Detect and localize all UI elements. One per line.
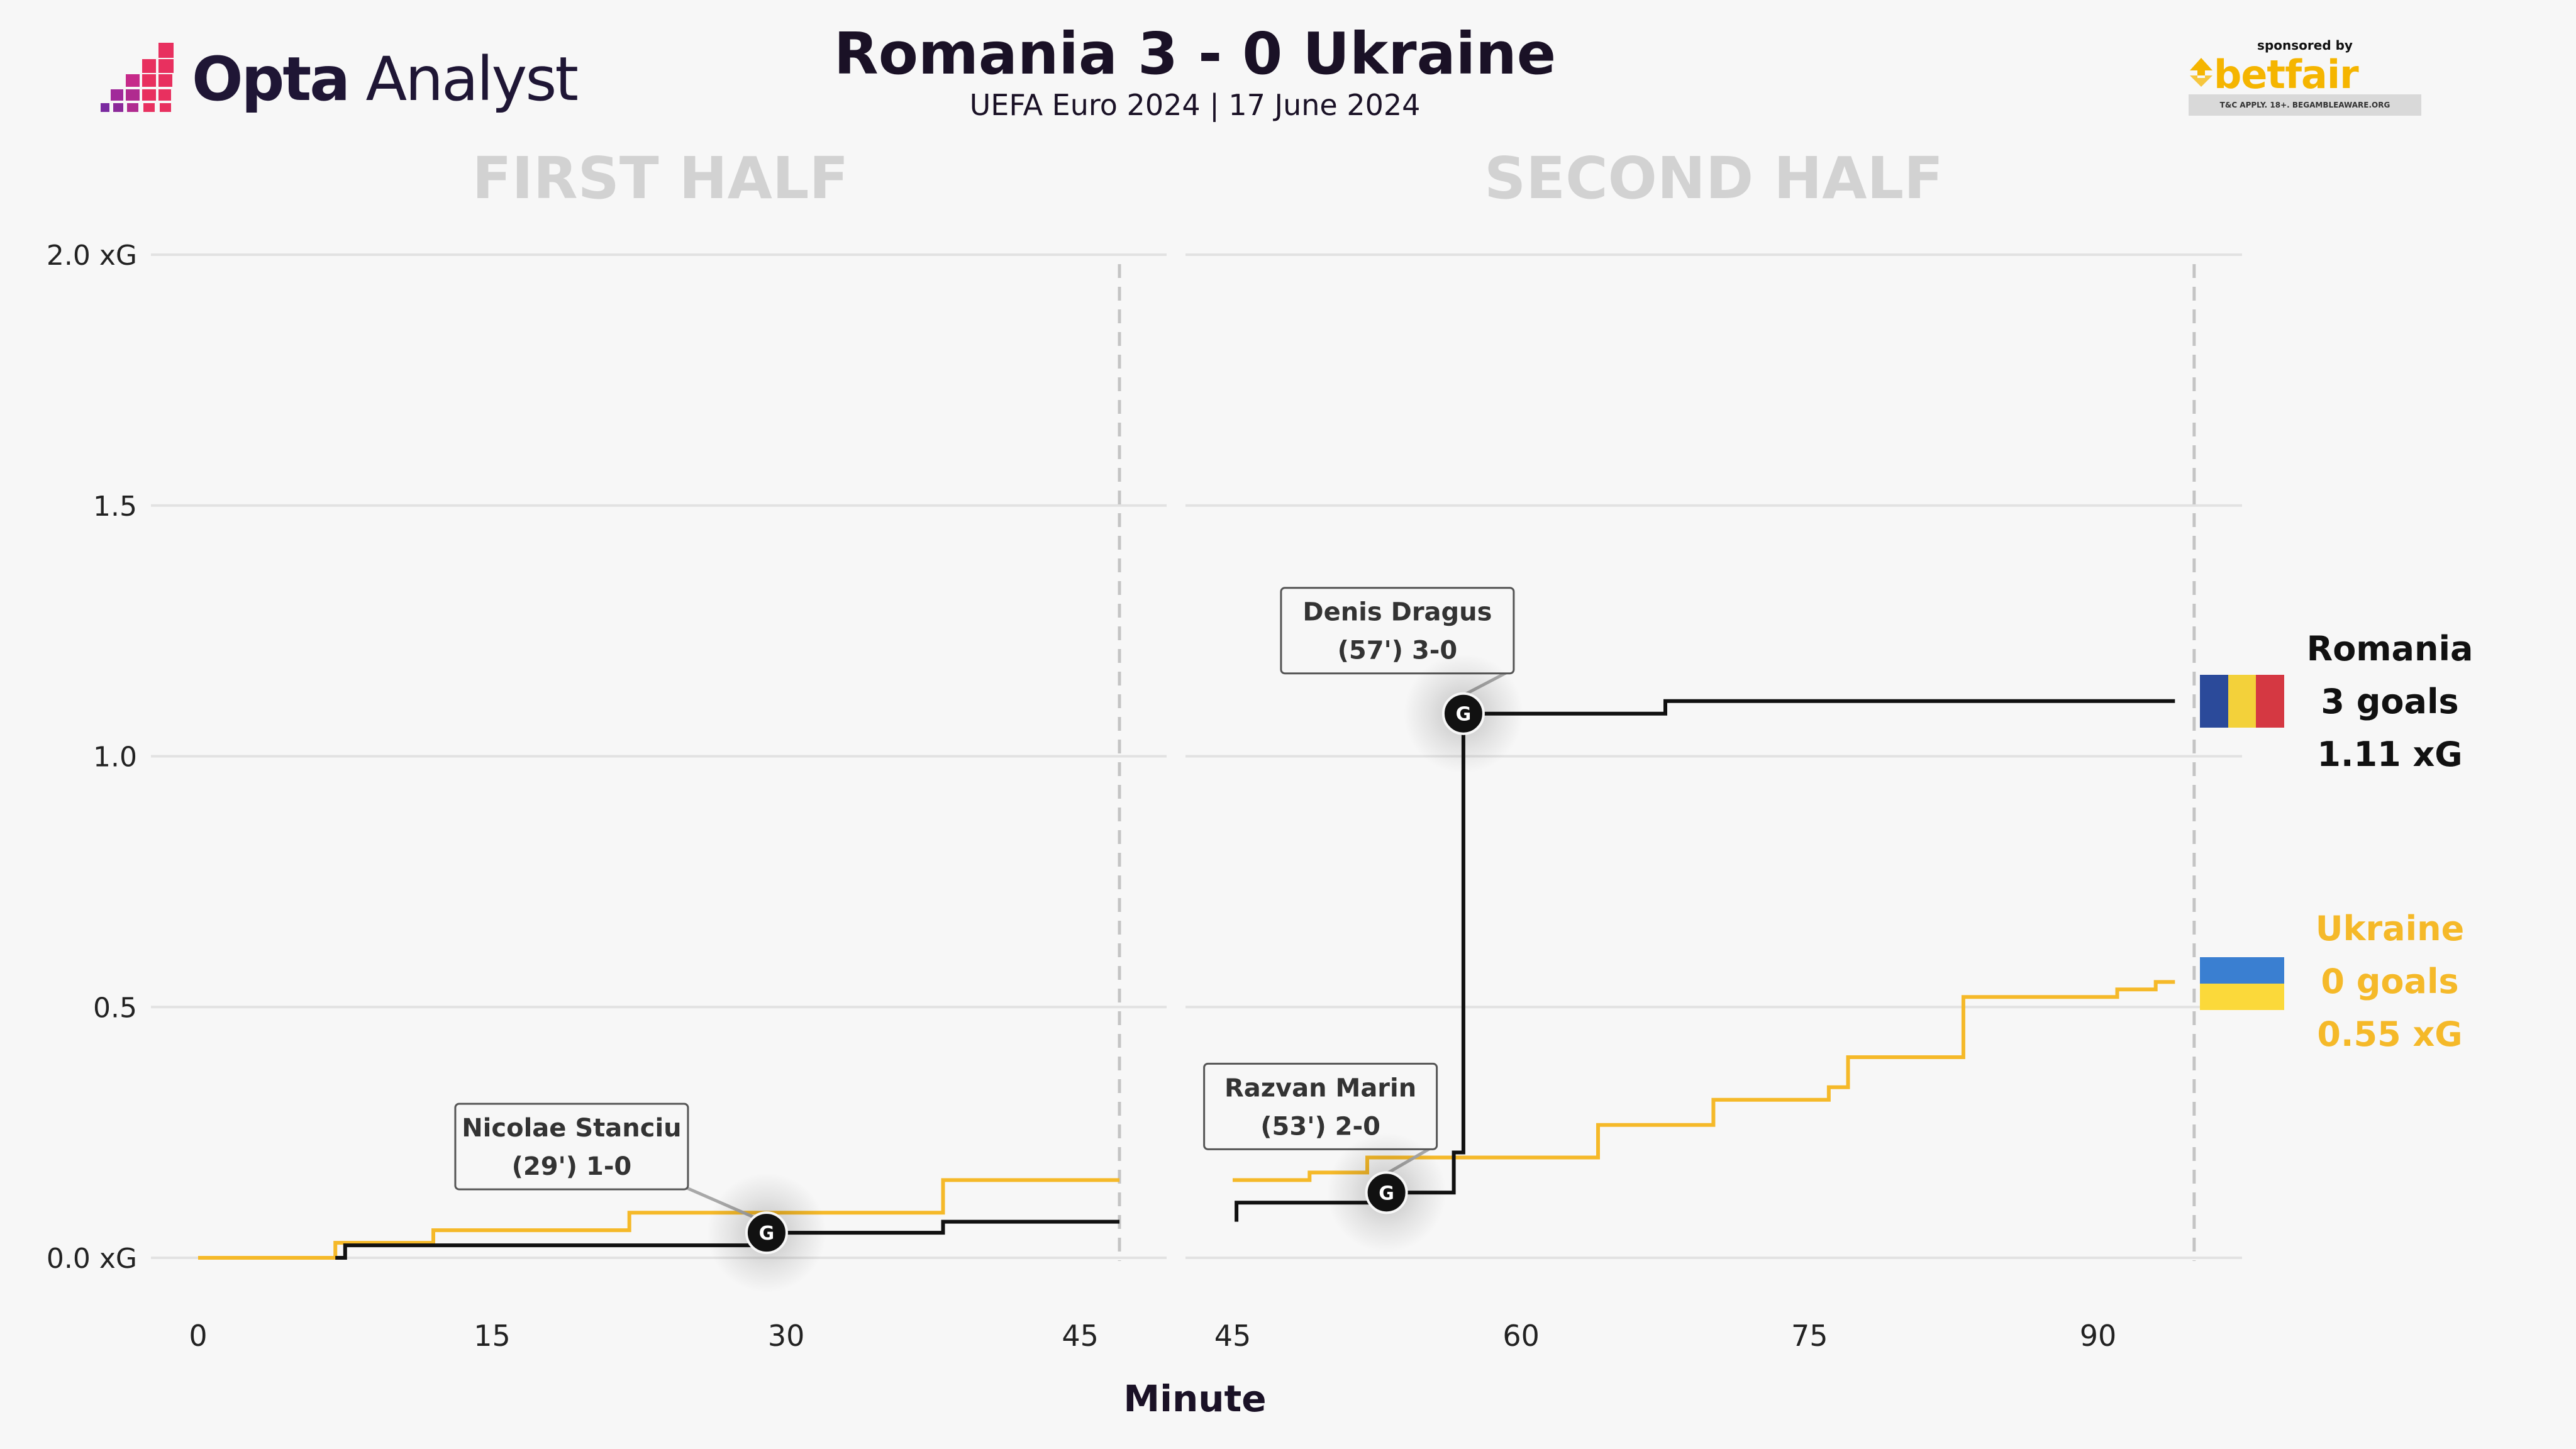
ukraine-flag-stripe-blue [2200, 957, 2284, 984]
x-tick-label: 60 [1502, 1319, 1540, 1353]
romania-goals: 3 goals [2321, 682, 2459, 721]
goal-marker [745, 1211, 788, 1255]
callout-player: Denis Dragus [1302, 598, 1492, 627]
x-tick-label: 30 [768, 1319, 805, 1353]
goal-marker-letter: G [759, 1223, 775, 1245]
x-tick-label: 75 [1791, 1319, 1828, 1353]
callout-player: Nicolae Stanciu [462, 1114, 681, 1143]
gridlines [151, 253, 2242, 1259]
romania-flag-stripe-blue [2200, 675, 2228, 728]
ukraine-name: Ukraine [2315, 909, 2465, 948]
brand-name-bold: Opta [192, 44, 350, 114]
y-axis-ticks: 0.0 xG 0.5 1.0 1.5 2.0 xG [47, 240, 137, 1275]
callout-box [1280, 587, 1515, 675]
x-axis-ticks: 0 15 30 45 45 60 75 90 [189, 1319, 2116, 1353]
romania-flag-stripe-yellow [2228, 675, 2257, 728]
sponsor-disclaimer: T&C APPLY. 18+. BEGAMBLEAWARE.ORG [2189, 94, 2421, 116]
ukraine-flag [2200, 957, 2284, 1010]
x-tick-label: 15 [474, 1319, 511, 1353]
goal-marker [1441, 692, 1485, 735]
goal-marker [1365, 1171, 1408, 1214]
ukraine-xg-line [198, 1178, 1119, 1260]
romania-summary: Romania 3 goals 1.11 xG [2264, 623, 2516, 781]
second-half-label: SECOND HALF [1484, 145, 1943, 212]
goal-callouts: Nicolae Stanciu (29') 1-0 Razvan Marin (53'… [454, 587, 1515, 1221]
callout-player: Razvan Marin [1224, 1074, 1416, 1102]
y-tick-label: 0.0 xG [47, 1243, 137, 1275]
y-tick-label: 0.5 [93, 992, 137, 1024]
y-tick-label: 1.0 [93, 741, 137, 774]
romania-flag-stripe-red [2256, 675, 2285, 728]
first-half-label: FIRST HALF [472, 145, 849, 212]
x-axis-title: Minute [1123, 1377, 1267, 1420]
chart-subtitle: UEFA Euro 2024 | 17 June 2024 [969, 88, 1421, 122]
sponsor-badge: sponsored by betfair T&C APPLY. 18+. BEG… [2189, 38, 2421, 119]
period-end-lines [1118, 264, 2196, 1261]
x-tick-label: 90 [2080, 1319, 2117, 1353]
opta-analyst-logo: Opta Analyst [101, 38, 579, 126]
x-tick-label: 45 [1062, 1319, 1099, 1353]
callout-detail: (29') 1-0 [512, 1152, 632, 1181]
brand-name-light: Analyst [348, 44, 579, 114]
x-tick-label: 0 [189, 1319, 207, 1353]
callout-detail: (53') 2-0 [1260, 1112, 1380, 1141]
callout-box [1203, 1062, 1438, 1150]
romania-xg: 1.11 xG [2317, 735, 2463, 774]
chart-title: Romania 3 - 0 Ukraine [833, 20, 1557, 87]
sponsor-name: betfair [2214, 52, 2359, 97]
romania-flag [2200, 675, 2285, 728]
y-tick-label: 1.5 [93, 491, 137, 523]
sponsor-by-label: sponsored by [2257, 38, 2353, 53]
romania-name: Romania [2306, 629, 2473, 669]
ukraine-flag-stripe-yellow [2200, 984, 2284, 1010]
goal-markers: G G G [706, 653, 1523, 1293]
goal-marker-letter: G [1379, 1182, 1394, 1204]
ukraine-xg: 0.55 xG [2317, 1014, 2463, 1054]
callout-box [454, 1102, 689, 1191]
opta-logo-icon [101, 43, 174, 112]
betfair-arrow-icon [2190, 58, 2212, 87]
goal-marker-letter: G [1456, 704, 1472, 726]
x-tick-label: 45 [1214, 1319, 1252, 1353]
ukraine-goals: 0 goals [2321, 962, 2459, 1001]
y-tick-label: 2.0 xG [47, 240, 137, 272]
ukraine-summary: Ukraine 0 goals 0.55 xG [2264, 902, 2516, 1061]
